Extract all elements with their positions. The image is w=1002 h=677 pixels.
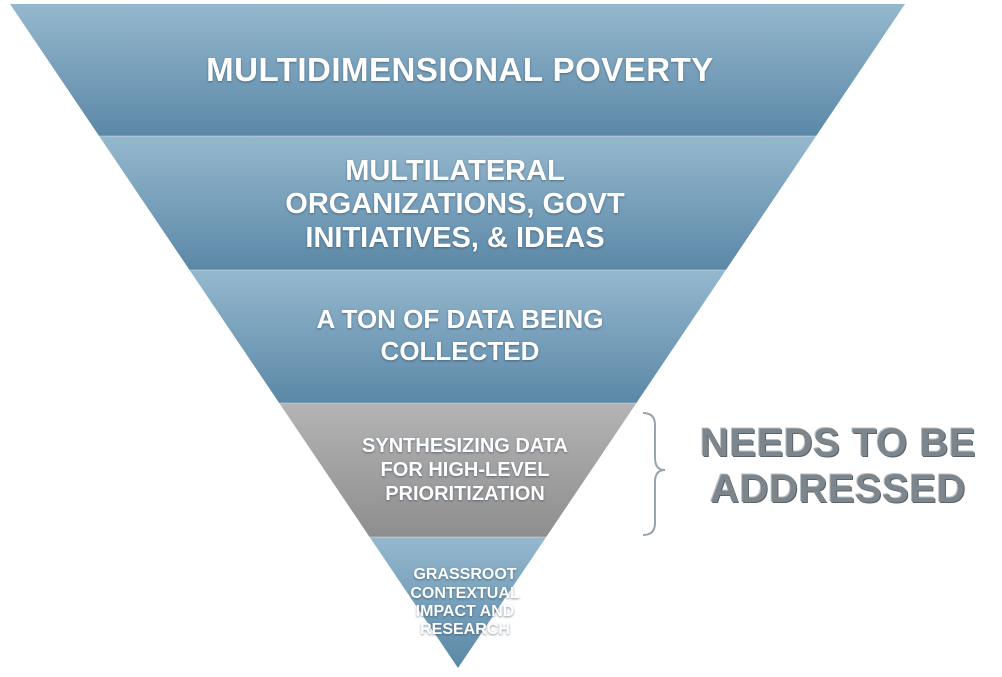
tier-multilateral-organizations-band — [99, 136, 817, 270]
tier-label-synthesizing-data: SYNTHESIZING DATA FOR HIGH-LEVEL PRIORIT… — [362, 435, 568, 505]
tier-grassroot-research-band — [369, 537, 547, 668]
tier-multidimensional-poverty-band — [10, 4, 905, 136]
tier-label-multilateral-organizations: MULTILATERAL ORGANIZATIONS, GOVT INITIAT… — [285, 154, 625, 254]
tier-synthesizing-data-band — [279, 403, 637, 537]
callout-needs-to-be-addressed: NEEDS TO BE ADDRESSED — [700, 421, 976, 511]
callout-bracket — [642, 412, 666, 536]
tier-label-multidimensional-poverty: MULTIDIMENSIONAL POVERTY — [206, 51, 714, 89]
tier-label-data-collected: A TON OF DATA BEING COLLECTED — [316, 304, 604, 366]
tier-label-grassroot-research: GRASSROOT CONTEXTUAL IMPACT AND RESEARCH — [410, 566, 520, 639]
tier-data-collected-band — [189, 270, 726, 403]
